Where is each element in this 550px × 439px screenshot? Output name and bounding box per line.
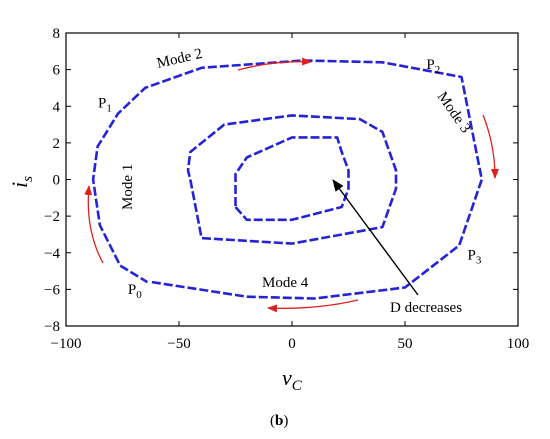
direction-arrow-top: [237, 57, 312, 71]
direction-arrow-left: [84, 185, 104, 264]
y-tick-label: 2: [53, 136, 61, 152]
y-tick-label: 4: [53, 99, 61, 115]
y-axis-label: is: [7, 176, 36, 188]
x-tick-label: 0: [288, 336, 296, 352]
mode-2-label: Mode 2: [155, 46, 204, 72]
y-tick-label: −6: [44, 282, 60, 298]
x-tick-label: −50: [167, 336, 190, 352]
y-tick-label: 0: [53, 173, 61, 189]
direction-arrow-bottom: [267, 299, 359, 313]
y-axis-ticks: −8 −6 −4 −2 0 2 4 6 8: [44, 26, 518, 335]
d-decreases-label: D decreases: [390, 300, 462, 316]
y-tick-label: −4: [44, 246, 60, 262]
orbit-curve-2: [186, 114, 398, 245]
x-axis-label: vC: [282, 365, 303, 394]
y-tick-label: 8: [53, 26, 61, 42]
x-tick-label: 50: [398, 336, 413, 352]
mode-1-label: Mode 1: [120, 164, 136, 210]
point-label-p0: P0: [128, 282, 142, 301]
x-tick-label: 100: [507, 336, 530, 352]
orbit-curve-1: [91, 59, 484, 300]
mode-4-label: Mode 4: [262, 275, 309, 291]
orbit-curve-3: [234, 136, 350, 222]
y-tick-label: −8: [44, 319, 60, 335]
y-tick-label: 6: [53, 63, 61, 79]
direction-arrow-right: [482, 114, 499, 179]
orbit-curves: [91, 59, 484, 300]
d-decreases-arrow: [332, 179, 419, 296]
figure-caption: (b): [270, 413, 288, 429]
y-tick-label: −2: [44, 209, 60, 225]
x-axis-ticks: −100 −50 0 50 100: [51, 33, 530, 352]
point-label-p1: P1: [98, 96, 112, 115]
point-labels: P0 P1 P2 P3: [98, 57, 482, 301]
point-label-p2: P2: [426, 57, 440, 76]
point-label-p3: P3: [468, 247, 482, 266]
x-tick-label: −100: [51, 336, 82, 352]
